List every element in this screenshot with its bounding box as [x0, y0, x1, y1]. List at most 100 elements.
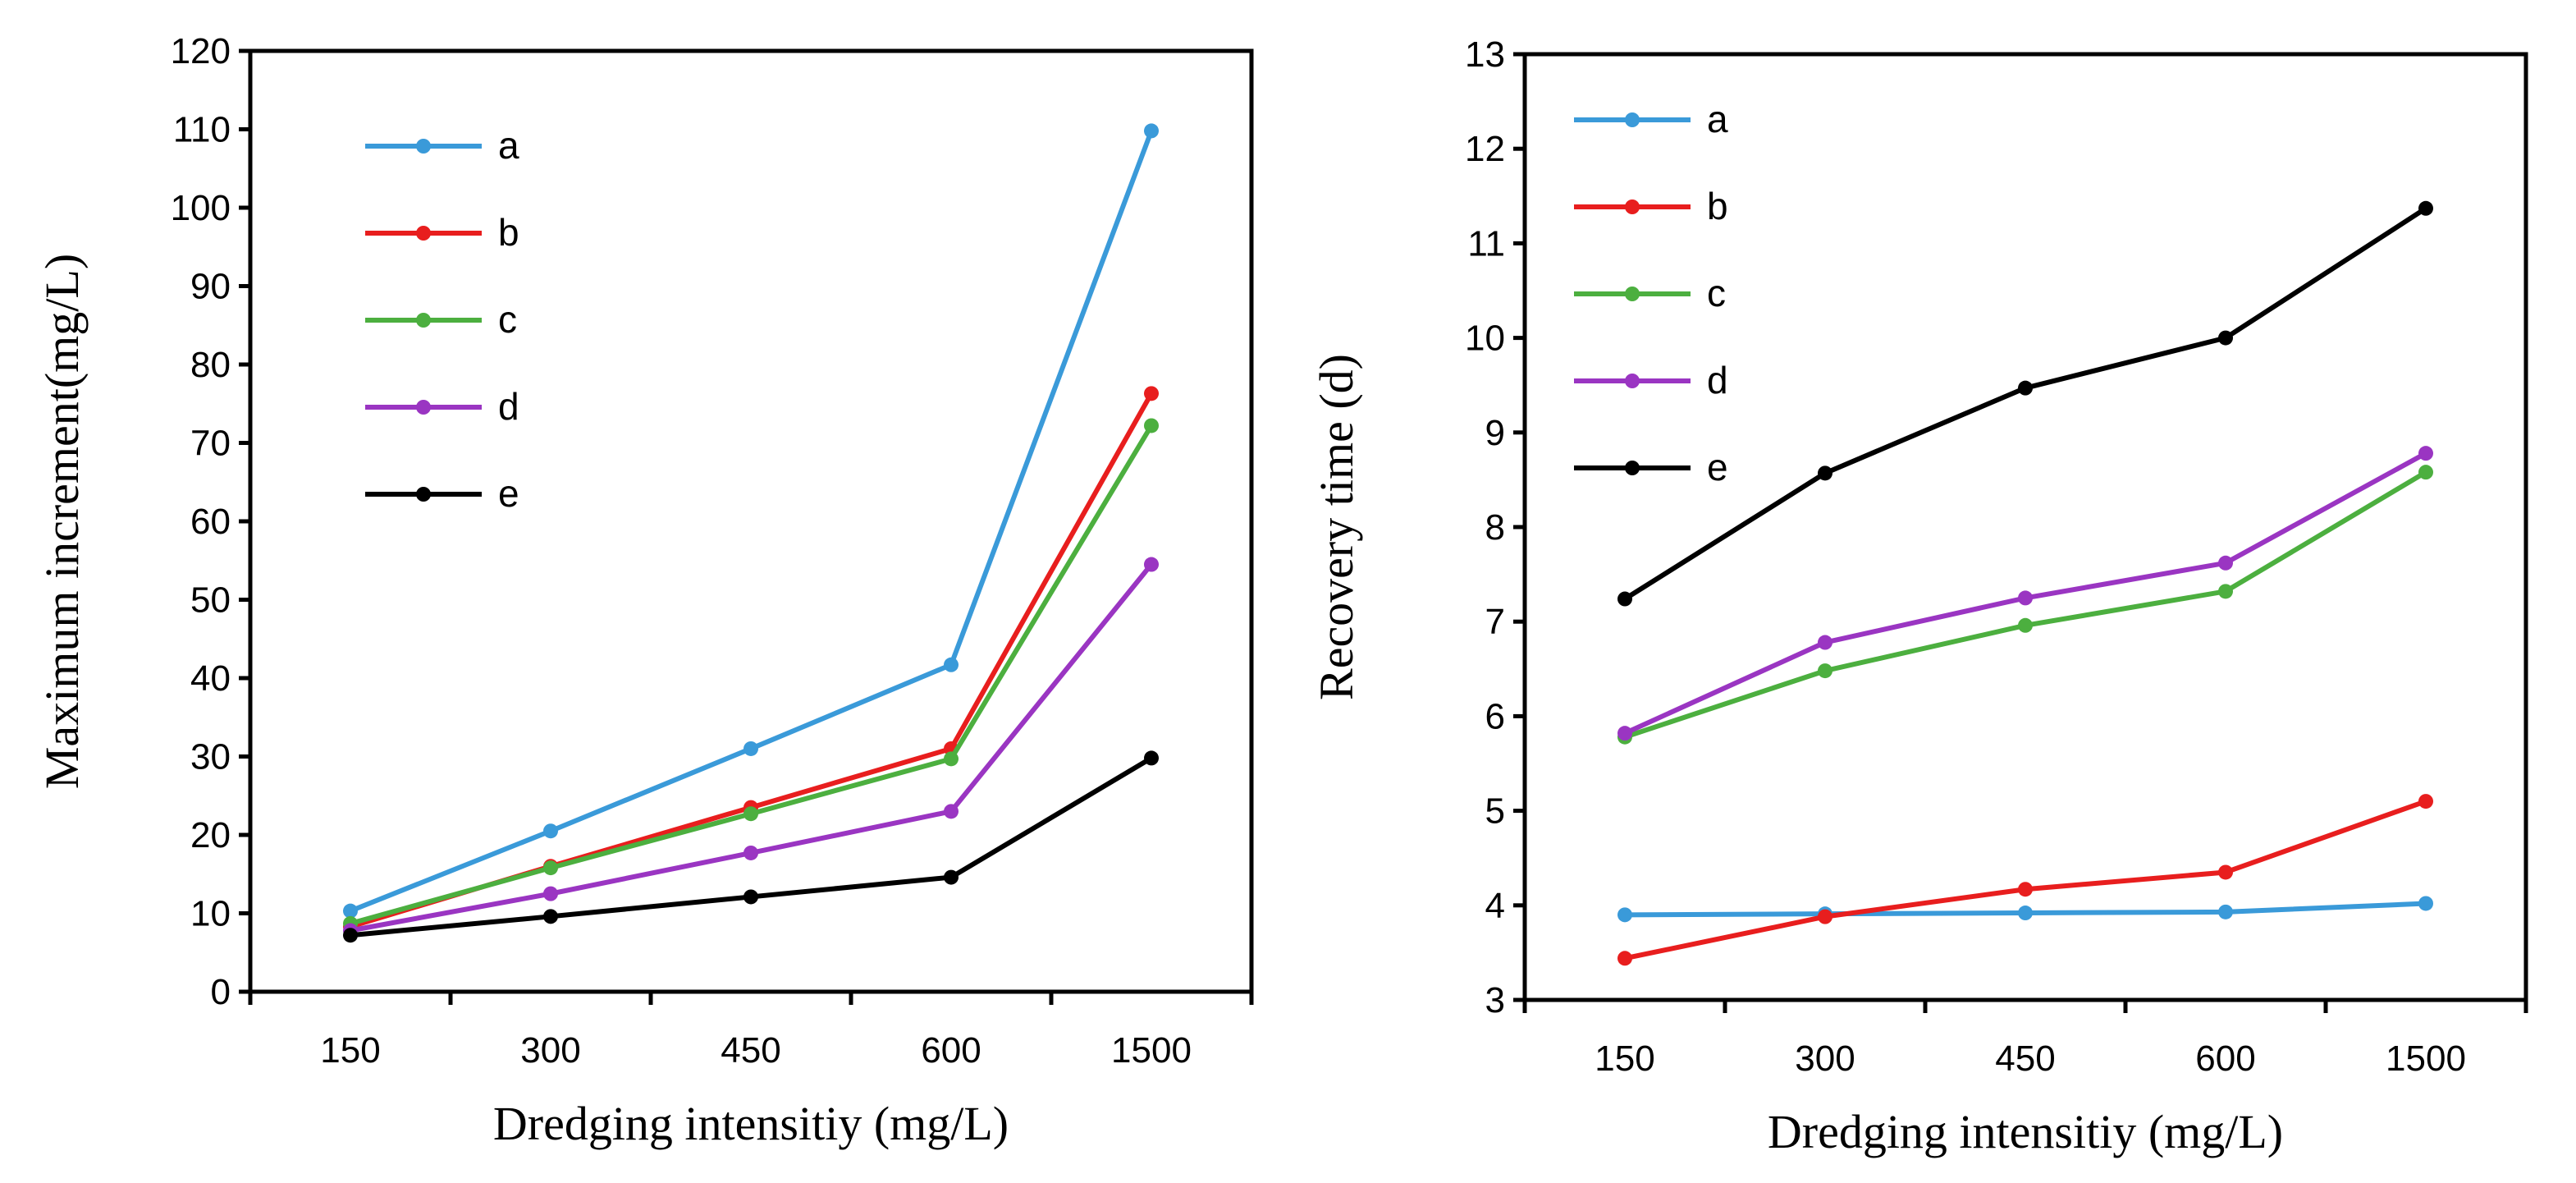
data-point-c	[944, 751, 959, 767]
y-tick-label: 10	[1465, 319, 1505, 359]
y-tick-label: 6	[1485, 696, 1505, 736]
data-point-d	[744, 845, 758, 860]
data-point-e	[2218, 330, 2233, 346]
data-point-a	[543, 823, 558, 839]
data-point-b	[2018, 882, 2033, 897]
data-point-a	[2418, 896, 2433, 911]
y-tick-label: 20	[190, 815, 231, 855]
x-tick-label: 1500	[1111, 1030, 1192, 1071]
data-point-e	[944, 869, 959, 885]
x-tick-label: 450	[1995, 1039, 2055, 1079]
legend-label-e: e	[498, 472, 519, 515]
data-point-b	[2218, 864, 2233, 880]
data-point-d	[2418, 446, 2433, 461]
y-tick-label: 110	[173, 110, 231, 150]
legend-marker-c	[1625, 287, 1640, 301]
series-line-b	[1624, 799, 2427, 961]
y-tick-label: 60	[190, 502, 231, 542]
data-point-a	[2018, 906, 2033, 921]
y-tick-label: 5	[1485, 791, 1505, 832]
x-tick-label: 300	[520, 1030, 580, 1071]
data-point-e	[1818, 465, 1832, 481]
data-point-e	[744, 889, 758, 905]
data-point-d	[944, 804, 959, 819]
y-tick-label: 50	[190, 580, 231, 621]
chart-maximum-increment: 0 10 20 30 40 50 60 70 80 90 100 110 120 150 300 450 600…	[35, 31, 1254, 1150]
data-point-d	[1144, 557, 1159, 572]
data-point-e	[343, 928, 358, 943]
data-point-d	[1818, 635, 1832, 650]
legend-marker-e	[1625, 461, 1640, 475]
data-point-c	[543, 860, 558, 876]
plot-frame	[1522, 52, 2528, 1002]
data-point-c	[2218, 584, 2233, 599]
legend-marker-b	[416, 226, 431, 241]
y-tick-label: 70	[190, 424, 231, 464]
legend-label-b: b	[1707, 185, 1728, 227]
data-point-d	[1617, 726, 1632, 741]
data-point-a	[343, 903, 358, 919]
legend-label-d: d	[1707, 359, 1728, 401]
data-point-a	[1617, 907, 1632, 923]
y-tick-label: 13	[1465, 34, 1505, 75]
y-tick-label: 80	[190, 345, 231, 385]
data-point-c	[1144, 418, 1159, 433]
y-tick-label: 90	[190, 267, 231, 307]
legend-marker-d	[416, 400, 431, 415]
legend-marker-a	[416, 139, 431, 154]
legend-label-a: a	[498, 124, 519, 167]
y-axis-title: Maximum increment(mg/L)	[35, 254, 89, 789]
legend-marker-c	[416, 313, 431, 328]
series-line-a	[349, 130, 1154, 914]
y-tick-label: 3	[1485, 980, 1505, 1020]
data-point-e	[1144, 750, 1159, 766]
legend-label-b: b	[498, 211, 519, 254]
x-tick-label: 600	[2195, 1039, 2255, 1079]
y-tick-label: 120	[171, 31, 231, 71]
y-tick-label: 9	[1485, 413, 1505, 453]
data-point-e	[2018, 380, 2033, 396]
legend-label-d: d	[498, 385, 519, 428]
y-tick-label: 11	[1467, 223, 1505, 264]
y-tick-label: 7	[1485, 602, 1505, 642]
legend-marker-a	[1625, 112, 1640, 127]
data-point-d	[2018, 590, 2033, 606]
data-point-a	[2218, 904, 2233, 919]
data-point-b	[1818, 909, 1832, 924]
data-point-b	[1144, 386, 1159, 401]
data-point-c	[744, 806, 758, 822]
x-tick-label: 300	[1795, 1039, 1855, 1079]
y-tick-label: 30	[190, 737, 231, 777]
y-axis-title: Recovery time (d)	[1310, 354, 1363, 700]
legend-label-e: e	[1707, 446, 1728, 488]
y-tick-label: 4	[1485, 886, 1505, 926]
y-tick-label: 10	[190, 894, 231, 934]
y-tick-label: 12	[1465, 129, 1505, 169]
legend-label-a: a	[1707, 98, 1728, 140]
data-point-d	[543, 886, 558, 901]
x-tick-label: 150	[1595, 1039, 1654, 1079]
x-tick-label: 150	[320, 1030, 380, 1071]
y-tick-label: 40	[190, 658, 231, 699]
series-line-e	[1623, 206, 2427, 602]
data-point-b	[2418, 794, 2433, 809]
y-tick-label: 0	[211, 972, 231, 1012]
data-point-e	[543, 909, 558, 924]
x-axis-title: Dredging intensitiy (mg/L)	[1768, 1105, 2283, 1158]
legend-marker-e	[416, 487, 431, 502]
data-point-a	[1144, 123, 1159, 139]
y-tick-label: 8	[1485, 507, 1505, 548]
legend-label-c: c	[498, 298, 517, 341]
y-tick-label: 100	[171, 188, 231, 228]
data-point-c	[1818, 663, 1832, 679]
x-tick-label: 600	[921, 1030, 981, 1071]
data-point-c	[2418, 465, 2433, 480]
x-tick-label: 1500	[2386, 1039, 2466, 1079]
data-point-b	[1617, 951, 1632, 966]
data-point-a	[744, 741, 758, 756]
data-point-d	[2218, 555, 2233, 571]
legend-marker-d	[1625, 374, 1640, 388]
legend-marker-b	[1625, 199, 1640, 214]
data-point-e	[1617, 591, 1632, 607]
